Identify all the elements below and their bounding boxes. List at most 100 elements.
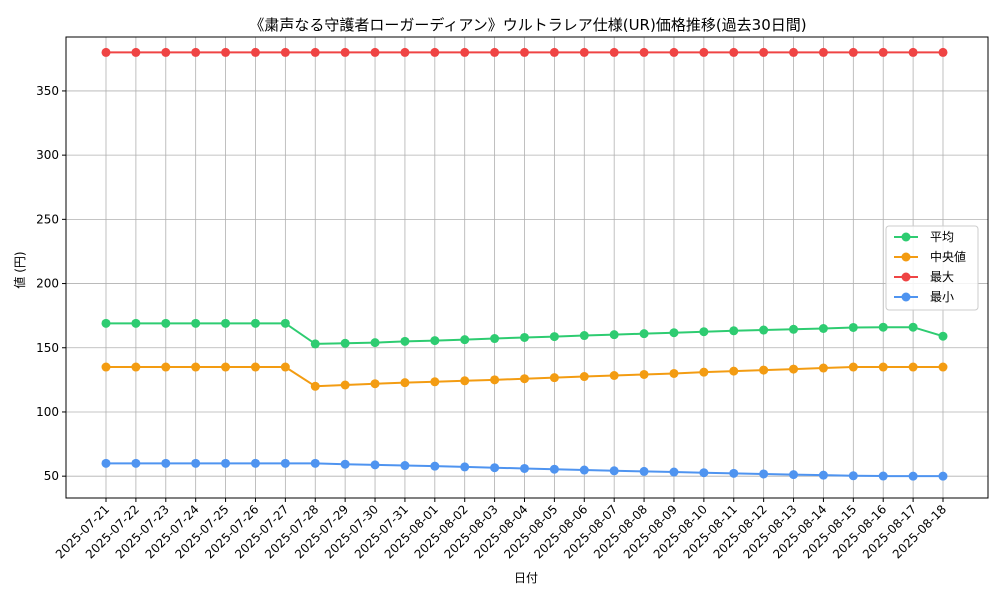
data-point: [191, 47, 201, 57]
data-point: [699, 468, 709, 478]
data-point: [250, 362, 260, 372]
data-point: [370, 379, 380, 389]
data-point: [340, 459, 350, 469]
y-tick-label: 150: [36, 341, 59, 355]
legend-marker: [901, 292, 911, 302]
data-point: [161, 47, 171, 57]
y-tick-label: 300: [36, 148, 59, 162]
data-point: [908, 47, 918, 57]
data-point: [161, 318, 171, 328]
series-2: [101, 47, 948, 57]
data-point: [818, 470, 828, 480]
data-point: [490, 463, 500, 473]
series-3: [101, 458, 948, 481]
data-point: [131, 47, 141, 57]
data-point: [400, 47, 410, 57]
x-axis: 2025-07-212025-07-222025-07-232025-07-24…: [53, 498, 949, 561]
data-point: [520, 332, 529, 342]
data-point: [520, 374, 529, 384]
data-point: [430, 336, 440, 346]
y-axis-title: 値 (円): [12, 251, 27, 288]
data-point: [340, 47, 350, 57]
data-point: [818, 323, 828, 333]
data-point: [789, 324, 799, 334]
data-point: [878, 322, 888, 332]
data-point: [789, 47, 799, 57]
data-point: [549, 332, 559, 342]
data-point: [310, 339, 320, 349]
legend-label: 最小: [930, 290, 954, 304]
data-point: [908, 322, 918, 332]
data-point: [639, 369, 649, 379]
data-point: [639, 329, 649, 339]
data-point: [101, 47, 111, 57]
data-point: [759, 47, 769, 57]
data-point: [669, 467, 679, 477]
series-1: [101, 362, 948, 391]
data-point: [759, 469, 769, 479]
data-point: [370, 338, 380, 348]
data-point: [221, 458, 231, 468]
plot-frame: [65, 36, 989, 499]
data-point: [460, 47, 470, 57]
data-point: [699, 47, 709, 57]
data-point: [161, 362, 171, 372]
y-tick-label: 50: [44, 469, 59, 483]
data-point: [848, 47, 858, 57]
data-point: [609, 370, 619, 380]
data-point: [161, 458, 171, 468]
data-point: [549, 464, 559, 474]
data-point: [400, 378, 410, 388]
data-point: [221, 362, 231, 372]
data-point: [669, 47, 679, 57]
data-point: [549, 373, 559, 383]
data-point: [848, 362, 858, 372]
data-point: [609, 330, 619, 340]
y-axis: 50 100 150 200 250 300 350: [36, 84, 66, 483]
data-point: [131, 458, 141, 468]
data-point: [430, 47, 440, 57]
data-point: [639, 466, 649, 476]
data-point: [848, 322, 858, 332]
data-point: [549, 47, 559, 57]
grid: [66, 37, 988, 498]
data-point: [280, 47, 290, 57]
data-point: [729, 326, 739, 336]
data-point: [101, 458, 111, 468]
y-tick-label: 200: [36, 277, 59, 291]
data-point: [131, 362, 141, 372]
data-point: [699, 327, 709, 337]
legend-marker: [901, 252, 911, 262]
data-point: [221, 47, 231, 57]
data-point: [579, 465, 589, 475]
data-point: [370, 460, 380, 470]
data-point: [729, 366, 739, 376]
data-point: [460, 335, 470, 345]
data-point: [878, 362, 888, 372]
data-point: [579, 372, 589, 382]
x-axis-title: 日付: [514, 571, 538, 585]
legend-label: 平均: [930, 230, 954, 244]
data-point: [490, 375, 500, 385]
data-point: [370, 47, 380, 57]
data-point: [729, 468, 739, 478]
data-point: [669, 368, 679, 378]
data-point: [101, 362, 111, 372]
data-point: [818, 363, 828, 373]
data-point: [759, 325, 769, 335]
y-tick-label: 250: [36, 212, 59, 226]
legend-label: 最大: [930, 270, 954, 284]
data-point: [520, 47, 529, 57]
data-point: [460, 462, 470, 472]
data-point: [938, 471, 948, 481]
data-point: [789, 364, 799, 374]
data-point: [609, 466, 619, 476]
data-point: [878, 471, 888, 481]
data-point: [729, 47, 739, 57]
data-point: [520, 463, 529, 473]
data-point: [639, 47, 649, 57]
data-point: [490, 47, 500, 57]
data-point: [340, 380, 350, 390]
data-point: [848, 471, 858, 481]
